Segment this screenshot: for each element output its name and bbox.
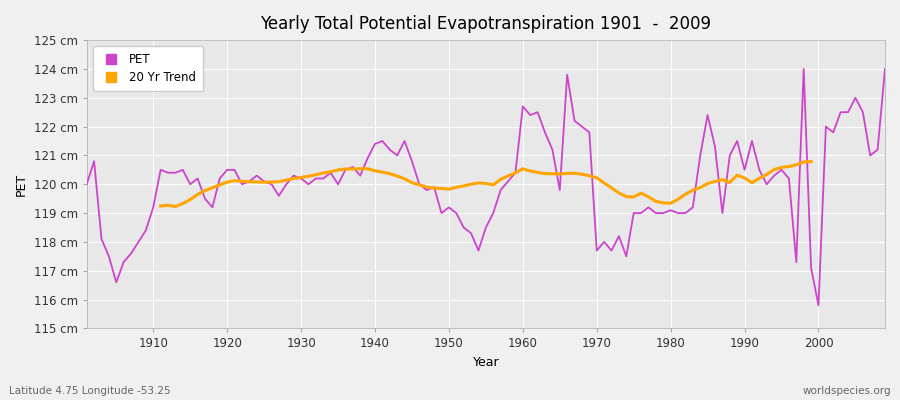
Title: Yearly Total Potential Evapotranspiration 1901  -  2009: Yearly Total Potential Evapotranspiratio… — [260, 15, 711, 33]
Legend: PET, 20 Yr Trend: PET, 20 Yr Trend — [93, 46, 203, 91]
X-axis label: Year: Year — [472, 356, 500, 369]
Y-axis label: PET: PET — [15, 173, 28, 196]
Text: worldspecies.org: worldspecies.org — [803, 386, 891, 396]
Text: Latitude 4.75 Longitude -53.25: Latitude 4.75 Longitude -53.25 — [9, 386, 171, 396]
